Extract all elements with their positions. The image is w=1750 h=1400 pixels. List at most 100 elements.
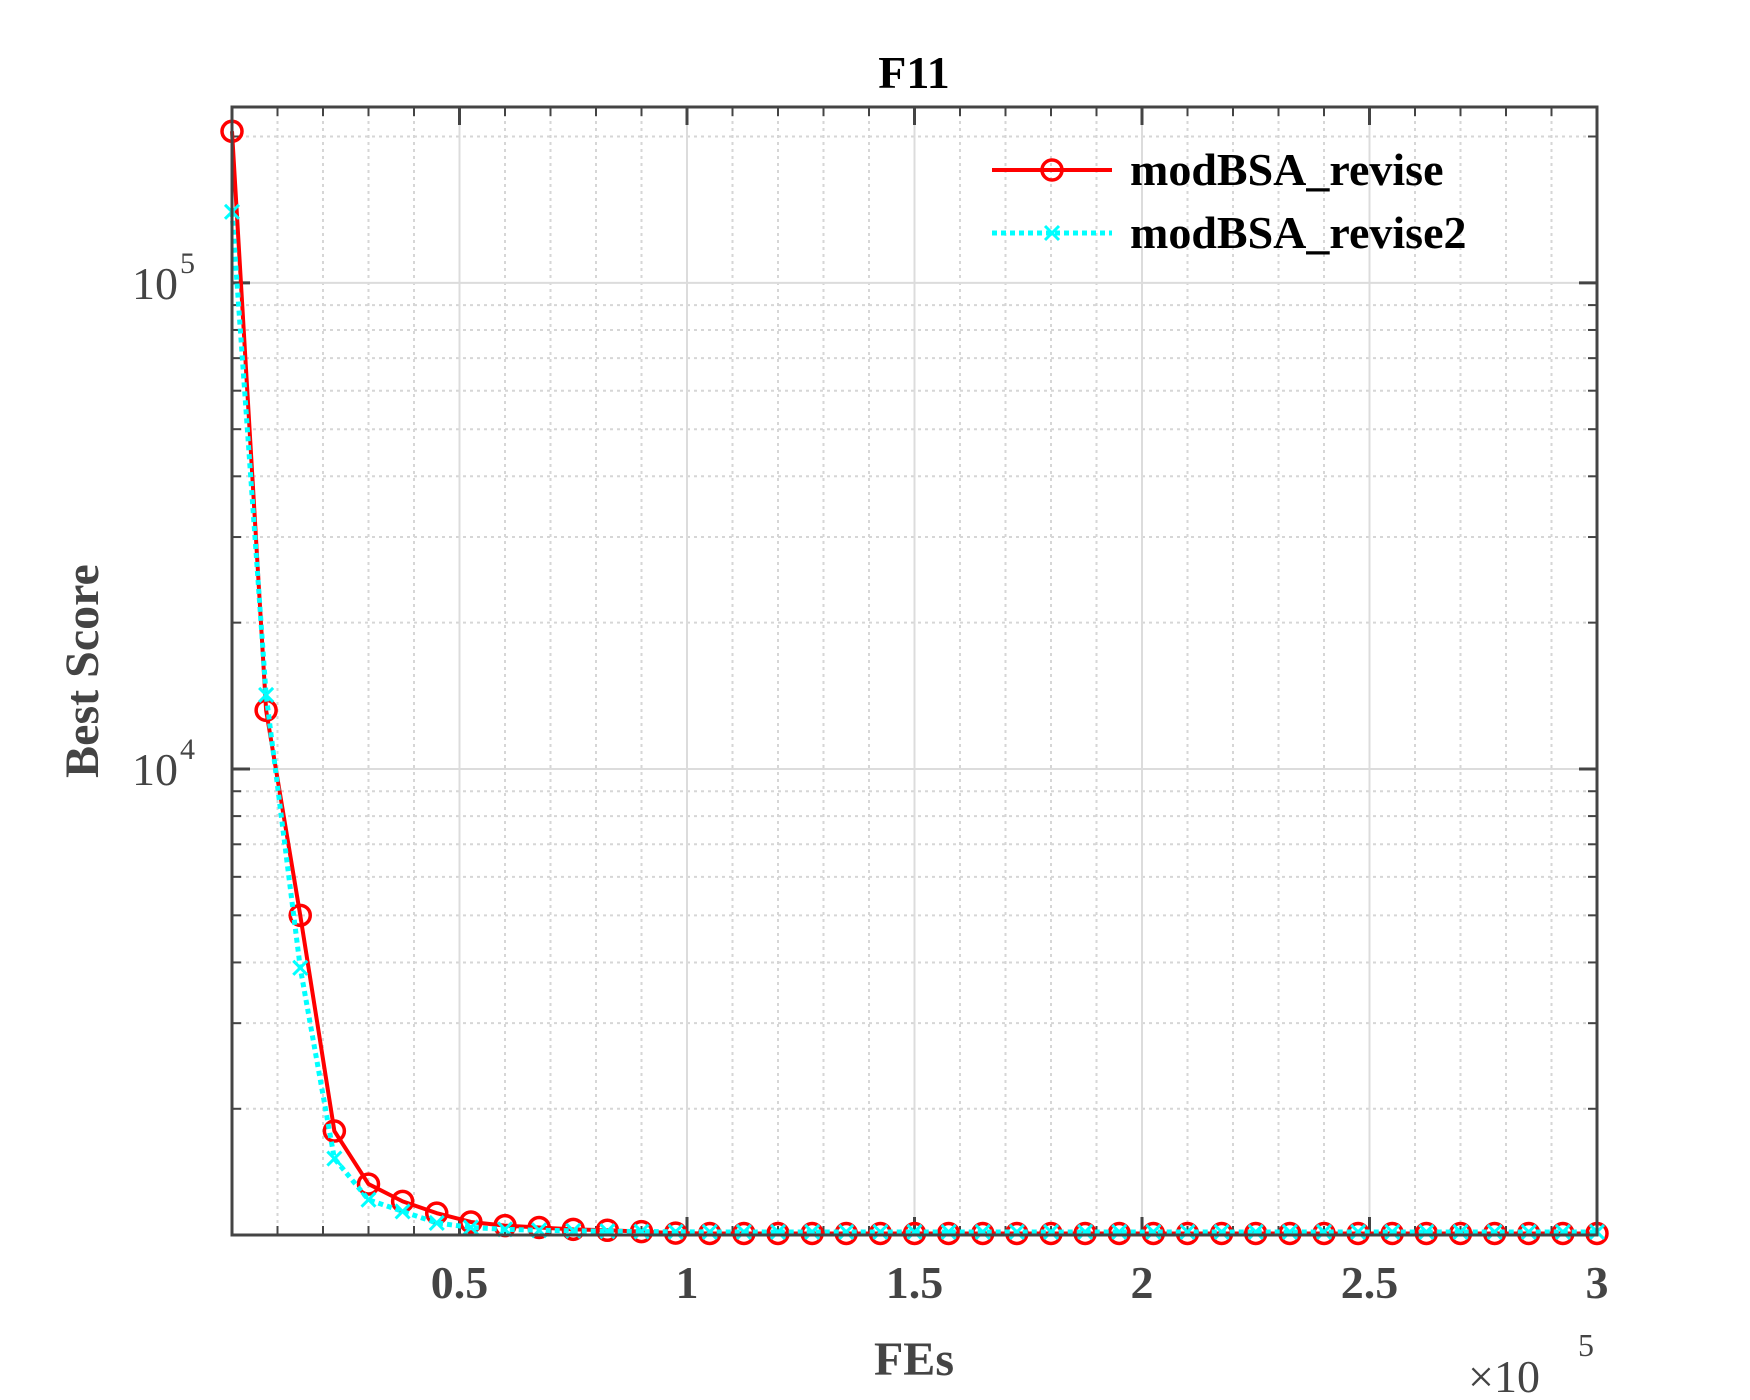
data-point-stroke — [1145, 1223, 1162, 1241]
data-point — [258, 686, 275, 704]
x-tick-label: 0.5 — [431, 1257, 489, 1308]
y-axis-label: Best Score — [56, 564, 109, 778]
data-point — [1247, 1223, 1264, 1241]
x-exponent-label: ×10 5 — [1468, 1327, 1594, 1400]
data-point — [322, 1119, 347, 1143]
x-tick-label: 1 — [676, 1257, 699, 1308]
y-tick-power: 5 — [180, 247, 195, 280]
data-point — [360, 1191, 377, 1208]
data-point — [1350, 1223, 1367, 1241]
data-point-stroke — [1042, 1223, 1060, 1241]
data-point-stroke — [804, 1223, 821, 1241]
data-point-stroke — [872, 1223, 889, 1241]
legend-item: modBSA_revise — [992, 144, 1444, 195]
data-point-stroke — [428, 1214, 445, 1231]
data-point — [1315, 1223, 1333, 1241]
data-point — [462, 1219, 479, 1236]
data-point — [906, 1223, 923, 1241]
data-point — [1077, 1223, 1094, 1241]
data-point-stroke — [838, 1223, 855, 1241]
data-point-stroke — [292, 959, 309, 976]
data-point — [1418, 1223, 1435, 1241]
legend-marker — [1040, 158, 1064, 182]
data-point-stroke — [974, 1223, 991, 1241]
data-point-stroke — [1281, 1223, 1298, 1241]
x-axis-label: FEs — [874, 1333, 954, 1386]
data-point-stroke — [394, 1203, 411, 1220]
data-point — [1554, 1223, 1571, 1241]
data-point-stroke — [326, 1150, 343, 1167]
series-line — [229, 211, 1597, 1235]
data-point-stroke — [1520, 1223, 1537, 1241]
data-point-stroke — [258, 686, 275, 704]
data-point — [766, 1221, 790, 1246]
data-point — [1384, 1223, 1401, 1241]
data-point — [804, 1223, 821, 1241]
data-point-stroke — [701, 1223, 718, 1241]
data-point — [1179, 1223, 1196, 1241]
y-tick-base: 10 — [132, 744, 178, 795]
data-point-stroke — [1418, 1223, 1435, 1241]
data-point — [428, 1214, 445, 1231]
x-exponent-power: 5 — [1578, 1327, 1594, 1363]
legend-marker — [1043, 224, 1061, 242]
data-point — [1111, 1223, 1128, 1241]
data-point — [769, 1223, 787, 1241]
data-point-stroke — [1247, 1223, 1264, 1241]
data-point-stroke — [1486, 1223, 1503, 1241]
data-point — [1281, 1223, 1298, 1241]
chart-title: F11 — [878, 47, 950, 98]
data-point — [1414, 1221, 1439, 1246]
data-point-stroke — [940, 1223, 957, 1241]
data-point-stroke — [1111, 1223, 1128, 1241]
data-point — [288, 903, 312, 928]
legend-item: modBSA_revise2 — [992, 207, 1467, 258]
legend-label: modBSA_revise — [1130, 144, 1444, 195]
data-point — [394, 1203, 411, 1220]
grid — [232, 107, 1598, 1235]
y-tick-base: 10 — [132, 258, 178, 309]
data-point — [527, 1215, 551, 1240]
data-point-stroke — [1179, 1223, 1196, 1241]
data-point — [326, 1150, 343, 1167]
x-exponent-base: ×10 — [1468, 1351, 1540, 1400]
legend-label: modBSA_revise2 — [1130, 207, 1467, 258]
axes-box — [230, 105, 1599, 1237]
data-point — [838, 1223, 855, 1241]
data-point — [936, 1221, 961, 1246]
data-point — [1107, 1221, 1131, 1246]
data-point-stroke — [360, 1191, 377, 1208]
data-point-stroke — [906, 1223, 923, 1241]
data-point — [1520, 1223, 1537, 1241]
y-tick-label: 10 4 — [132, 733, 195, 795]
data-point-stroke — [1452, 1223, 1469, 1241]
data-point-stroke — [1350, 1223, 1367, 1241]
data-point-stroke — [462, 1219, 479, 1236]
legend-marker-stroke — [1043, 224, 1061, 242]
data-point — [1486, 1223, 1503, 1241]
x-tick-label: 2 — [1131, 1257, 1154, 1308]
series-modBSA_revise2 — [223, 203, 1606, 1241]
y-tick-power: 4 — [180, 733, 195, 766]
data-point — [356, 1172, 381, 1196]
x-tick-label: 3 — [1586, 1257, 1609, 1308]
data-point — [1213, 1223, 1230, 1241]
data-point — [701, 1223, 718, 1241]
data-point — [292, 959, 309, 976]
data-point-stroke — [1213, 1223, 1230, 1241]
data-point-stroke — [1077, 1223, 1094, 1241]
data-point-stroke — [735, 1223, 752, 1241]
data-point-stroke — [1554, 1223, 1571, 1241]
x-tick-labels: 0.5 1 1.5 2 2.5 3 — [431, 1257, 1609, 1308]
data-point — [974, 1223, 991, 1241]
data-point-stroke — [1315, 1223, 1333, 1241]
data-point — [595, 1218, 620, 1243]
data-point — [1145, 1223, 1162, 1241]
data-point — [1452, 1223, 1469, 1241]
x-tick-label: 2.5 — [1341, 1257, 1399, 1308]
data-point — [1008, 1223, 1025, 1241]
data-point-stroke — [769, 1223, 787, 1241]
data-point — [459, 1210, 483, 1234]
